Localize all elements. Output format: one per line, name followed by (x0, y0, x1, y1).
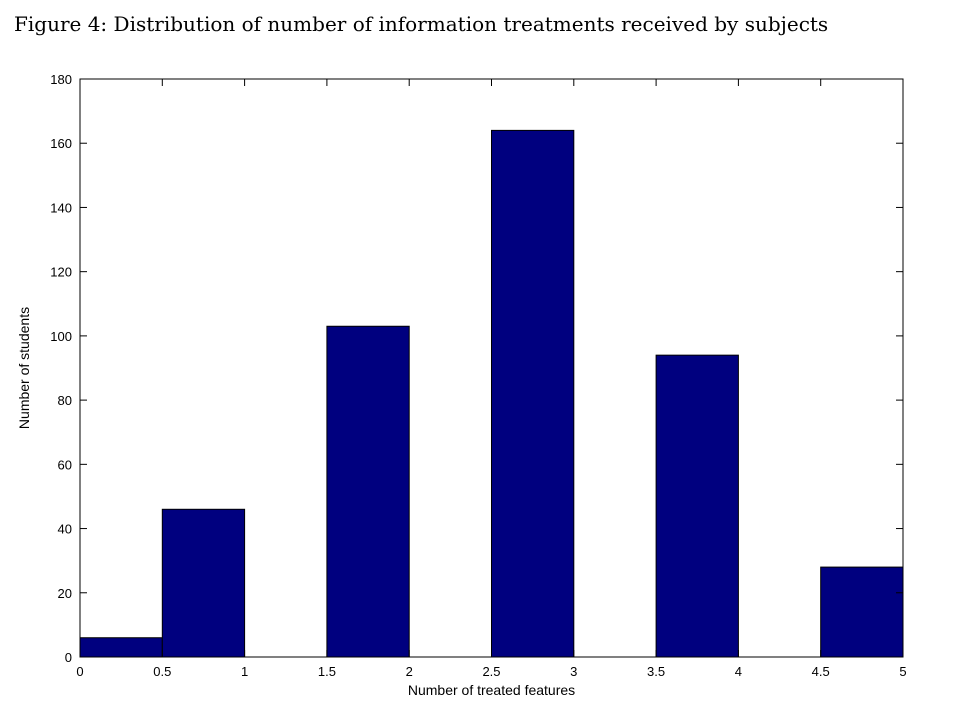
y-tick-label: 60 (58, 457, 72, 472)
y-tick-label: 20 (58, 586, 72, 601)
y-tick-label: 160 (50, 136, 72, 151)
y-tick-label: 140 (50, 200, 72, 215)
x-tick-label: 1 (241, 664, 248, 679)
histogram-bar-3 (491, 129, 575, 658)
x-tick-label: 0.5 (153, 664, 171, 679)
histogram-bar-2 (326, 325, 410, 658)
y-tick-label: 100 (50, 329, 72, 344)
x-tick-label: 4 (735, 664, 742, 679)
x-tick-label: 4.5 (812, 664, 830, 679)
y-tick-label: 40 (58, 522, 72, 537)
x-tick-label: 0 (76, 664, 83, 679)
x-tick-label: 3.5 (647, 664, 665, 679)
histogram-bar-4 (655, 354, 739, 658)
histogram-bar-5 (820, 566, 904, 658)
x-tick-label: 5 (899, 664, 906, 679)
histogram-bar-1 (161, 508, 246, 658)
y-axis-label: Number of students (16, 307, 32, 429)
y-tick-label: 180 (50, 72, 72, 87)
histogram-bar-0 (79, 637, 163, 658)
x-axis-label: Number of treated features (408, 682, 575, 698)
y-ticks-group: 0 20 40 60 80 100 120 140 160 180 (50, 72, 903, 665)
y-tick-label: 80 (58, 393, 72, 408)
bars-group (79, 129, 904, 658)
y-tick-label: 0 (65, 650, 72, 665)
x-tick-label: 3 (570, 664, 577, 679)
y-tick-label: 120 (50, 265, 72, 280)
x-tick-label: 2.5 (482, 664, 500, 679)
figure-caption: Figure 4: Distribution of number of info… (14, 12, 829, 36)
x-tick-label: 1.5 (318, 664, 336, 679)
x-tick-label: 2 (406, 664, 413, 679)
x-ticks-group: 0 0.5 1 1.5 2 2.5 3 3.5 4 4.5 5 (76, 79, 907, 679)
